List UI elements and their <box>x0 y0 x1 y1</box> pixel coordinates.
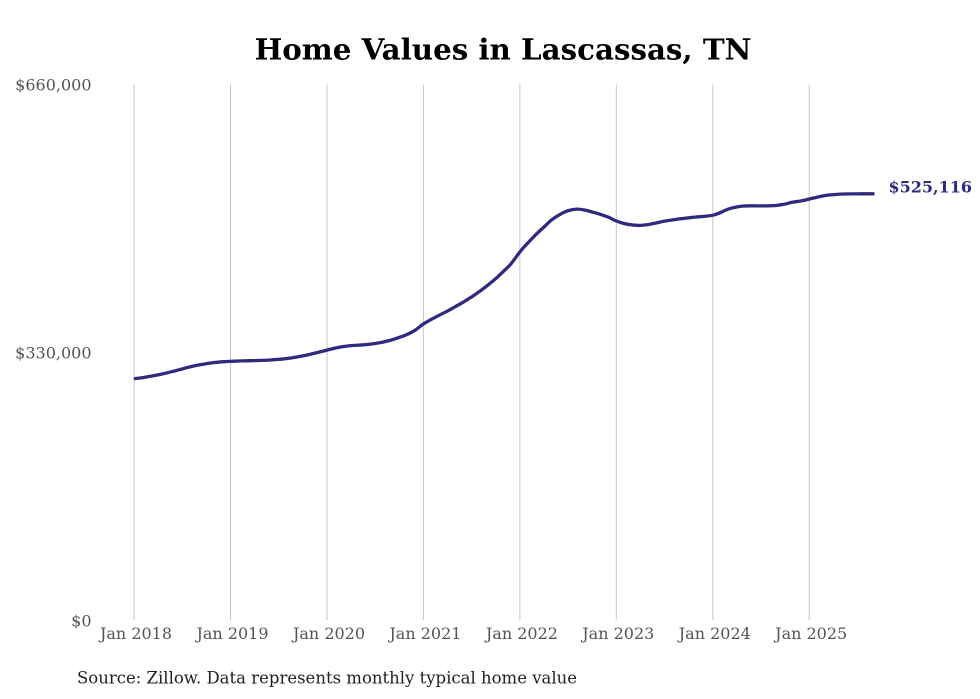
svg-text:Jan 2022: Jan 2022 <box>484 624 558 643</box>
svg-text:Jan 2024: Jan 2024 <box>677 624 751 643</box>
svg-text:Home Values in Lascassas, TN: Home Values in Lascassas, TN <box>255 32 752 67</box>
svg-text:Jan 2018: Jan 2018 <box>98 624 172 643</box>
svg-text:Jan 2023: Jan 2023 <box>580 624 654 643</box>
svg-text:$330,000: $330,000 <box>15 343 91 362</box>
svg-text:$0: $0 <box>71 611 91 630</box>
svg-text:Source: Zillow. Data represent: Source: Zillow. Data represents monthly … <box>77 668 577 687</box>
svg-text:$525,116: $525,116 <box>889 178 973 197</box>
svg-text:Jan 2021: Jan 2021 <box>387 624 461 643</box>
svg-text:Jan 2025: Jan 2025 <box>773 624 847 643</box>
svg-text:Jan 2020: Jan 2020 <box>291 624 365 643</box>
svg-text:$660,000: $660,000 <box>15 75 91 94</box>
svg-text:Jan 2019: Jan 2019 <box>194 624 268 643</box>
